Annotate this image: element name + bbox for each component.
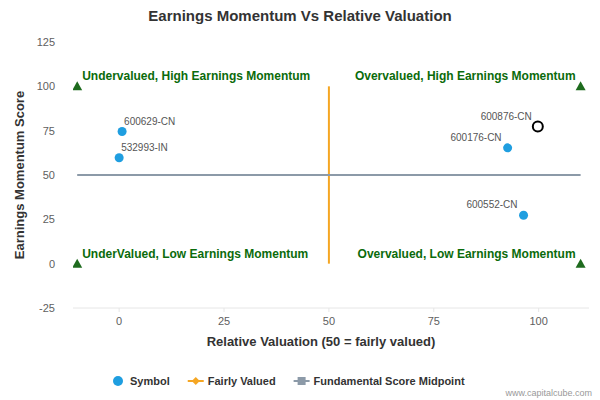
- y-tick-label: -25: [39, 302, 55, 314]
- quadrant-marker: [73, 81, 82, 90]
- y-tick: [69, 175, 73, 176]
- point: [503, 143, 512, 152]
- quadrant-label: Undervalued, High Earnings Momentum: [82, 69, 310, 83]
- reference-line: [77, 174, 580, 176]
- credit: www.capitalcube.com: [504, 388, 592, 398]
- labels: Undervalued, High Earnings Momentum Overv…: [82, 69, 575, 260]
- x-axis-line: [73, 308, 589, 309]
- quadrant-label: Overvalued, High Earnings Momentum: [355, 69, 576, 83]
- x-tick: [224, 308, 225, 312]
- x-tick-label: 50: [323, 315, 335, 327]
- y-tick: [69, 130, 73, 131]
- legend-label: Symbol: [130, 375, 170, 387]
- y-tick: [69, 42, 73, 43]
- point: [533, 122, 543, 132]
- x-tick: [328, 308, 329, 312]
- y-tick: [69, 86, 73, 87]
- y-tick: [69, 219, 73, 220]
- quadrant-marker: [576, 81, 586, 90]
- y-tick-label: 0: [49, 258, 55, 270]
- x-tick: [538, 308, 539, 312]
- x-axis-title: Relative Valuation (50 = fairly valued): [207, 334, 436, 349]
- plot-area: [73, 81, 586, 267]
- point-label: 600176-CN: [450, 132, 501, 143]
- chart: Earnings Momentum Vs Relative Valuation -…: [0, 0, 600, 400]
- legend-marker: [113, 376, 123, 386]
- quadrant-marker: [576, 259, 586, 268]
- point-label: 600876-CN: [481, 111, 532, 122]
- point: [519, 211, 528, 220]
- y-tick: [69, 308, 73, 309]
- point: [115, 153, 124, 162]
- x-tick-label: 0: [116, 315, 122, 327]
- y-tick-label: 100: [37, 80, 55, 92]
- quadrant-marker: [73, 259, 82, 268]
- y-tick-label: 75: [43, 125, 55, 137]
- x-tick-label: 100: [529, 315, 547, 327]
- y-tick-label: 25: [43, 213, 55, 225]
- y-tick-label: 50: [43, 169, 55, 181]
- point-label: 600552-CN: [466, 199, 517, 210]
- x-tick: [119, 308, 120, 312]
- title: Earnings Momentum Vs Relative Valuation: [148, 7, 451, 24]
- point-label: 532993-IN: [121, 142, 168, 153]
- point-label: 600629-CN: [124, 116, 175, 127]
- y-axis-title: Earnings Momentum Score: [12, 91, 27, 259]
- legend-label: Fundamental Score Midpoint: [314, 375, 465, 387]
- x-tick-label: 75: [428, 315, 440, 327]
- point: [118, 127, 127, 136]
- y-tick: [69, 263, 73, 264]
- x-tick: [433, 308, 434, 312]
- legend-label: Fairly Valued: [208, 375, 276, 387]
- x-tick-label: 25: [218, 315, 230, 327]
- quadrant-label: UnderValued, Low Earnings Momentum: [82, 247, 308, 261]
- legend-marker: [298, 377, 306, 385]
- legend-marker: [192, 377, 200, 385]
- quadrant-label: Overvalued, Low Earnings Momentum: [358, 247, 576, 261]
- y-tick-label: 125: [37, 36, 55, 48]
